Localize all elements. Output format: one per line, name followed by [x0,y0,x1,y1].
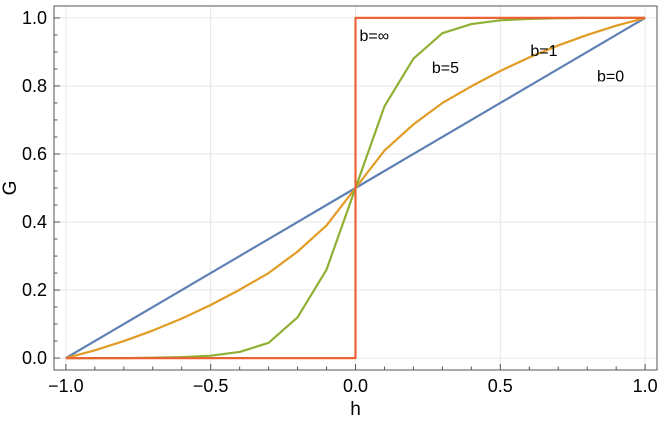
series-line-3 [65,16,646,360]
x-axis-label: h [350,399,361,420]
y-tick-label: 1.0 [22,8,47,28]
x-tick-label: −0.5 [193,376,229,396]
axis-ticks: −1.0 −0.5 0.0 0.5 1.0 0.0 0.2 0.4 0.6 0.8 1.0 [22,8,658,396]
x-tick-label: 1.0 [633,376,658,396]
y-tick-label: 0.8 [22,76,47,96]
x-tick-label: −1.0 [48,376,84,396]
x-tick-label: 0.0 [343,376,368,396]
annotations: b=∞ b=5 b=1 b=0 [360,28,625,86]
series-annotation: b=0 [597,69,624,86]
x-tick-label: 0.5 [488,376,513,396]
y-tick-label: 0.4 [22,212,47,232]
series-annotation: b=∞ [360,28,390,45]
y-axis-label: G [0,181,21,196]
series-annotation: b=5 [432,60,459,77]
series-annotation: b=1 [530,43,557,60]
y-tick-label: 0.6 [22,144,47,164]
y-tick-label: 0.0 [22,348,47,368]
y-tick-label: 0.2 [22,280,47,300]
series-lines [65,16,646,360]
